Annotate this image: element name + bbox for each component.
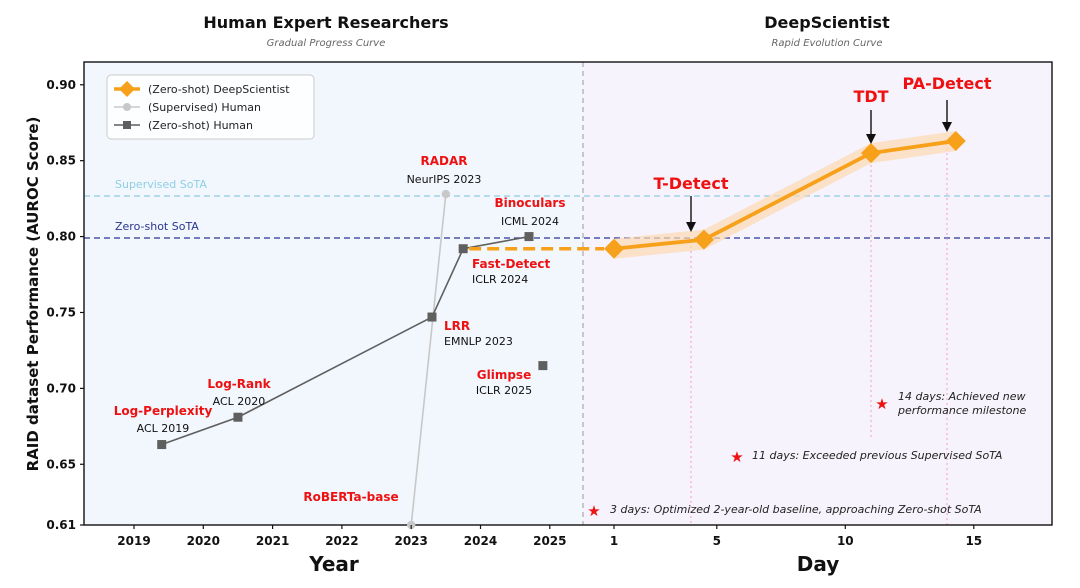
star-icon-3-days: ★ — [587, 502, 600, 520]
method-label-radar: RADAR — [420, 154, 467, 168]
x-tick-label-day: 1 — [610, 534, 618, 548]
venue-label-acl-2019: ACL 2019 — [137, 422, 190, 435]
venue-label-neurips-2023: NeurIPS 2023 — [407, 173, 482, 186]
x-tick-label-year: 2025 — [533, 534, 566, 548]
deepscientist-point — [861, 143, 881, 164]
method-label-log-rank: Log-Rank — [207, 377, 271, 391]
legend-marker-deepscientist — [119, 81, 135, 97]
x-tick-label-year: 2022 — [325, 534, 358, 548]
legend-marker-zeroshot-human — [123, 121, 131, 129]
venue-label-iclr-2024: ICLR 2024 — [472, 273, 528, 286]
x-tick-label-day: 15 — [965, 534, 982, 548]
supervised-human-point — [441, 189, 451, 199]
arrow-t-detect — [686, 196, 696, 232]
legend-box — [106, 74, 315, 140]
deepscientist-point — [693, 229, 714, 250]
y-tick-label: 0.65 — [46, 457, 76, 471]
venue-label-icml-2024: ICML 2024 — [501, 215, 559, 228]
deepscientist-confidence-band — [614, 130, 956, 259]
human-panel-title: Human Expert Researchers — [203, 13, 448, 32]
zeroshot-human-point-glimpse — [538, 361, 548, 371]
method-label-pa-detect: PA-Detect — [902, 74, 991, 93]
x-tick-label-year: 2020 — [187, 534, 220, 548]
deepscientist-point — [604, 238, 624, 259]
arrow-pa-detect — [942, 100, 952, 132]
x-tick-label-year: 2024 — [464, 534, 497, 548]
legend-label-deepscientist: (Zero-shot) DeepScientist — [148, 83, 290, 96]
y-axis-label: RAID dataset Performance (AUROC Score) — [24, 117, 42, 472]
x-tick-label-year: 2021 — [256, 534, 289, 548]
annotation-11-days: 11 days: Exceeded previous Supervised So… — [752, 449, 1002, 462]
series-markers-layer — [157, 130, 966, 530]
venue-label-acl-2020: ACL 2020 — [213, 395, 266, 408]
human-panel-subtitle: Gradual Progress Curve — [267, 38, 386, 49]
legend-label-zeroshot-human: (Zero-shot) Human — [148, 119, 253, 132]
legend: (Zero-shot) DeepScientist (Supervised) H… — [106, 74, 315, 140]
y-tick-label: 0.61 — [46, 518, 76, 532]
x-tick-label-day: 10 — [837, 534, 854, 548]
annotation-14-days-line2: performance milestone — [897, 404, 1026, 417]
star-icon-14-days: ★ — [875, 395, 888, 413]
y-tick-label: 0.90 — [46, 78, 76, 92]
x-axis-label-day: Day — [797, 552, 840, 576]
method-label-glimpse: Glimpse — [477, 368, 531, 382]
y-tick-label: 0.85 — [46, 154, 76, 168]
y-tick-label: 0.75 — [46, 305, 76, 319]
legend-label-supervised-human: (Supervised) Human — [148, 101, 261, 114]
zeroshot-human-point — [233, 412, 243, 422]
method-label-log-perplexity: Log-Perplexity — [114, 404, 213, 418]
plot-frame — [83, 61, 1053, 526]
axis-ticks-layer: 0.61 0.65 0.70 0.75 0.80 0.85 0.90 2019 2020 2021… — [46, 78, 982, 548]
zeroshot-human-point — [458, 244, 468, 254]
venue-label-iclr-2025: ICLR 2025 — [476, 384, 532, 397]
zeroshot-sota-label: Zero-shot SoTA — [115, 220, 199, 233]
deepscientist-point — [945, 130, 966, 151]
y-tick-label: 0.80 — [46, 230, 76, 244]
supervised-sota-label: Supervised SoTA — [115, 178, 207, 191]
zeroshot-human-point — [427, 312, 437, 322]
deepscientist-confidence-band-layer — [614, 130, 956, 259]
y-tick-label: 0.70 — [46, 381, 76, 395]
method-label-tdt: TDT — [853, 87, 888, 106]
method-label-binoculars: Binoculars — [495, 196, 566, 210]
arrow-tdt — [866, 110, 876, 144]
method-label-t-detect: T-Detect — [654, 174, 729, 193]
method-label-fast-detect: Fast-Detect — [472, 257, 551, 271]
deepscientist-panel-subtitle: Rapid Evolution Curve — [771, 38, 882, 49]
deepscientist-panel-background — [583, 62, 1052, 525]
venue-label-emnlp-2023: EMNLP 2023 — [444, 335, 513, 348]
x-tick-label-day: 5 — [713, 534, 721, 548]
method-label-roberta-base: RoBERTa-base — [303, 490, 398, 504]
zeroshot-human-point — [157, 440, 167, 450]
annotation-14-days-line1: 14 days: Achieved new — [898, 390, 1026, 403]
x-tick-label-year: 2019 — [117, 534, 150, 548]
legend-marker-supervised-human — [123, 103, 131, 111]
zeroshot-human-point — [524, 232, 534, 242]
x-tick-label-year: 2023 — [394, 534, 427, 548]
star-icon-11-days: ★ — [730, 448, 743, 466]
deepscientist-panel-title: DeepScientist — [764, 13, 890, 32]
supervised-human-line — [410, 193, 447, 526]
annotation-3-days: 3 days: Optimized 2-year-old baseline, a… — [610, 503, 982, 516]
method-label-lrr: LRR — [444, 319, 470, 333]
deepscientist-line — [613, 139, 957, 251]
x-axis-label-year: Year — [308, 552, 359, 576]
